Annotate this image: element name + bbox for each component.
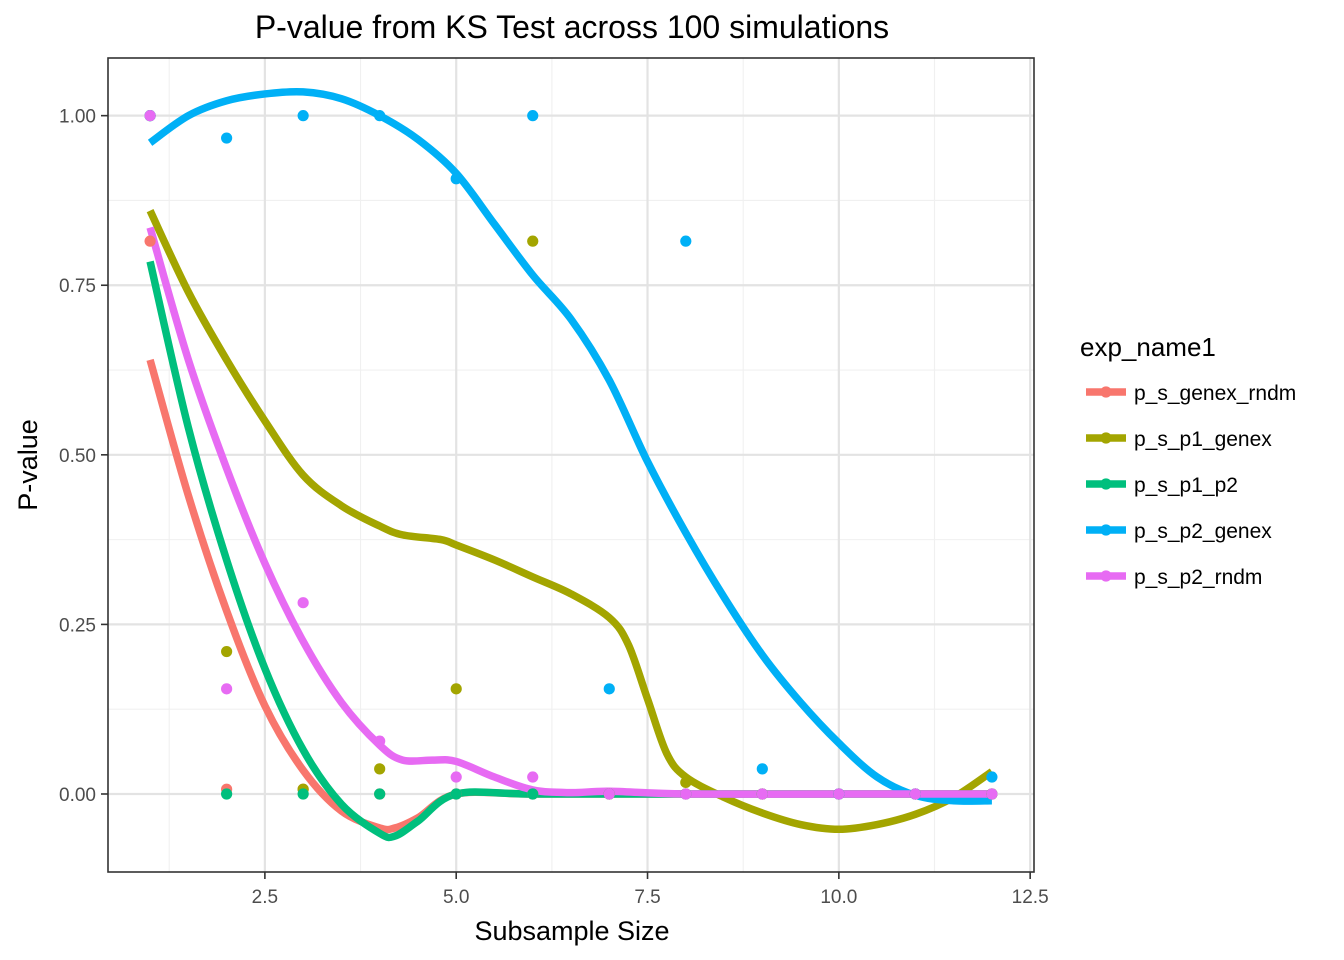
data-point-p_s_p2_rndm [603,788,615,800]
y-tick-label: 0.00 [59,785,96,806]
data-point-p_s_p2_genex [527,110,539,122]
data-point-p_s_p1_p2 [221,788,233,800]
data-point-p_s_p2_rndm [680,788,692,800]
y-tick-label: 1.00 [59,107,96,128]
minor-gridlines [108,58,1034,872]
legend-label: p_s_p2_genex [1134,520,1272,543]
data-point-p_s_p2_rndm [909,788,921,800]
data-point-p_s_p1_genex [680,776,692,789]
legend-item-p_s_genex_rndm: p_s_genex_rndm [1086,382,1296,405]
smooth-line-p_s_p2_genex [147,87,992,805]
x-axis-ticks: 2.5 5.0 7.5 10.0 12.5 [252,872,1049,908]
legend-label: p_s_p2_rndm [1134,566,1262,589]
legend-item-p_s_p1_genex: p_s_p1_genex [1086,428,1272,451]
data-point-p_s_p2_genex [986,771,998,783]
data-point-p_s_p2_rndm [144,110,156,122]
data-point-p_s_p1_p2 [527,788,539,800]
data-point-p_s_p2_genex [603,683,615,695]
data-point-p_s_p2_rndm [450,771,462,783]
legend-item-p_s_p2_genex: p_s_p2_genex [1086,520,1272,543]
legend-label: p_s_genex_rndm [1134,382,1296,405]
data-point-p_s_p2_rndm [527,771,539,783]
legend-item-p_s_p2_rndm: p_s_p2_rndm [1086,566,1262,589]
legend-title: exp_name1 [1080,332,1216,362]
legend-key-point [1100,524,1112,536]
data-point-p_s_genex_rndm [144,235,156,247]
data-point-p_s_p2_rndm [374,735,386,747]
x-tick-label: 7.5 [634,887,660,908]
x-tick-label: 2.5 [252,887,278,908]
data-point-p_s_p2_genex [221,132,233,144]
data-point-p_s_p2_rndm [833,788,845,800]
data-point-p_s_p2_genex [680,235,692,247]
legend-item-p_s_p1_p2: p_s_p1_p2 [1086,474,1238,497]
y-tick-label: 0.75 [59,276,96,297]
chart-title: P-value from KS Test across 100 simulati… [255,9,889,45]
data-point-p_s_p2_genex [450,173,462,185]
data-point-p_s_p2_genex [297,110,309,122]
y-tick-label: 0.25 [59,615,96,636]
legend-label: p_s_p1_p2 [1134,474,1238,497]
data-point-p_s_p1_genex [527,235,539,247]
data-point-p_s_p2_rndm [221,683,233,695]
y-axis-title: P-value [13,419,43,511]
data-point-p_s_p2_rndm [756,788,768,800]
plot-border [107,57,1035,873]
y-tick-label: 0.50 [59,446,96,467]
data-point-p_s_p1_genex [450,683,462,695]
y-axis-ticks: 0.00 0.25 0.50 0.75 1.00 [59,107,108,806]
legend-key-point [1100,386,1112,398]
legend: exp_name1 p_s_genex_rndmp_s_p1_genexp_s_… [1080,332,1296,589]
data-point-p_s_p2_genex [374,110,386,122]
data-point-p_s_p1_genex [374,763,386,775]
plot-background [108,58,1034,872]
smooth-line-p_s_p1_genex [146,209,995,834]
major-gridlines [108,58,1034,872]
data-point-p_s_p1_p2 [374,788,386,800]
data-point-p_s_p1_p2 [297,788,309,800]
data-point-p_s_p1_p2 [450,788,462,800]
data-point-p_s_p2_genex [756,763,768,775]
legend-key-point [1100,478,1112,490]
data-point-p_s_p2_rndm [297,597,309,609]
data-point-p_s_p2_rndm [986,788,998,800]
legend-key-point [1100,432,1112,444]
x-tick-label: 10.0 [820,887,857,908]
legend-key-point [1100,570,1112,582]
legend-items: p_s_genex_rndm p_s_p1_genex p_s_p1_p2 p_s_p… [1086,382,1296,589]
x-tick-label: 12.5 [1012,887,1049,908]
data-point-p_s_p1_genex [221,645,233,658]
legend-label: p_s_p1_genex [1134,428,1272,451]
data-points [144,110,998,800]
x-tick-label: 5.0 [443,887,469,908]
x-axis-title: Subsample Size [474,916,669,946]
